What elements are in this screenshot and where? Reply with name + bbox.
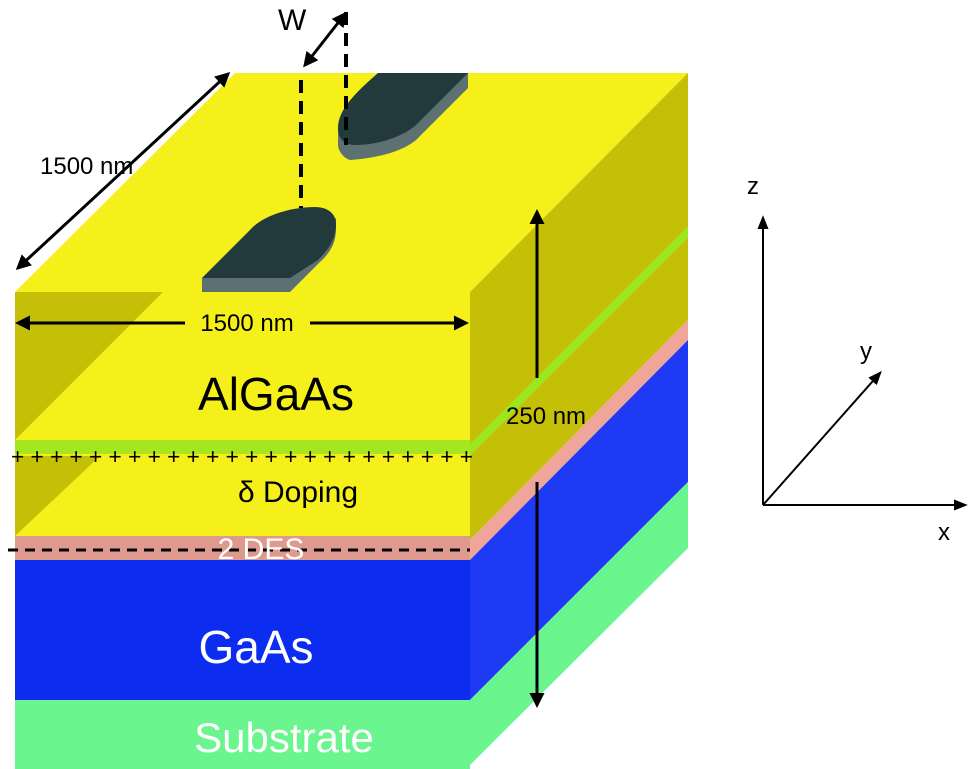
axis-z-label: z (747, 173, 759, 200)
doping-inner-shade (15, 456, 100, 536)
des-front-face (15, 536, 470, 560)
algaas-label: AlGaAs (198, 368, 354, 420)
depth-dimension-label: 1500 nm (40, 153, 133, 180)
w-label: W (278, 4, 307, 37)
doping-layer-stripe (15, 440, 470, 454)
doping-label: δ Doping (238, 476, 358, 509)
width-dimension-label: 1500 nm (200, 310, 293, 337)
gaas-side-face (470, 340, 688, 700)
axis-x-label: x (938, 519, 950, 546)
algaas-side-face (470, 73, 688, 540)
doping-side-stripe (470, 226, 688, 456)
substrate-side-face (470, 482, 688, 765)
w-gap-arrow (303, 11, 347, 68)
des-label: 2 DES (218, 533, 305, 566)
lower-gate-top (202, 207, 336, 278)
upper-gate-top (338, 73, 468, 145)
depth-dimension-arrow (15, 71, 231, 271)
axis-y-label: y (860, 338, 872, 365)
y-axis (762, 370, 882, 506)
gaas-label: GaAs (198, 621, 313, 673)
thickness-label: 250 nm (506, 403, 586, 430)
coordinate-axes (757, 215, 968, 511)
substrate-front-face (15, 700, 470, 769)
doping-plus-signs: + + + + + + + + + + + + + + + + + + + + … (11, 444, 473, 469)
upper-gate (338, 73, 468, 160)
des-side-face (470, 320, 688, 560)
algaas-inner-shade (15, 292, 163, 440)
gaas-front-face (15, 560, 470, 700)
substrate-label: Substrate (194, 714, 374, 761)
lower-gate (202, 207, 336, 292)
